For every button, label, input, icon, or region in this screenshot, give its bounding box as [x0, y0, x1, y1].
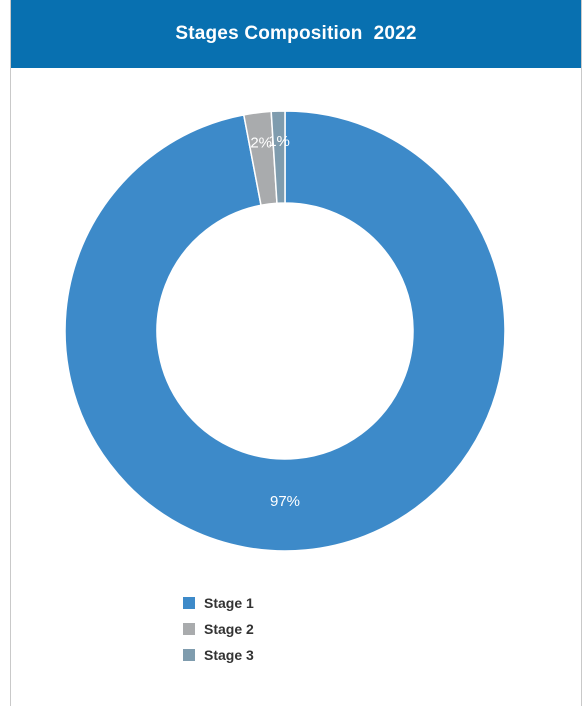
data-label-stage-3: 1% [268, 133, 290, 150]
legend-item-stage-3: Stage 3 [183, 642, 254, 668]
chart-legend: Stage 1 Stage 2 Stage 3 [183, 590, 254, 668]
slice-stage-3 [270, 110, 286, 205]
data-label-stage-2: 2% [250, 134, 272, 151]
chart-title: Stages Composition 2022 [175, 23, 417, 44]
legend-label: Stage 1 [204, 595, 254, 611]
data-label-stage-1: 97% [270, 493, 300, 510]
legend-swatch [183, 623, 195, 635]
legend-swatch [183, 597, 195, 609]
chart-header: Stages Composition 2022 [11, 0, 581, 68]
legend-item-stage-2: Stage 2 [183, 616, 254, 642]
slice-stage-1 [64, 110, 506, 552]
legend-label: Stage 3 [204, 647, 254, 663]
legend-item-stage-1: Stage 1 [183, 590, 254, 616]
chart-year: 2022 [373, 23, 417, 44]
legend-swatch [183, 649, 195, 661]
legend-label: Stage 2 [204, 621, 254, 637]
donut-chart: 97% 2%1% [64, 110, 506, 552]
